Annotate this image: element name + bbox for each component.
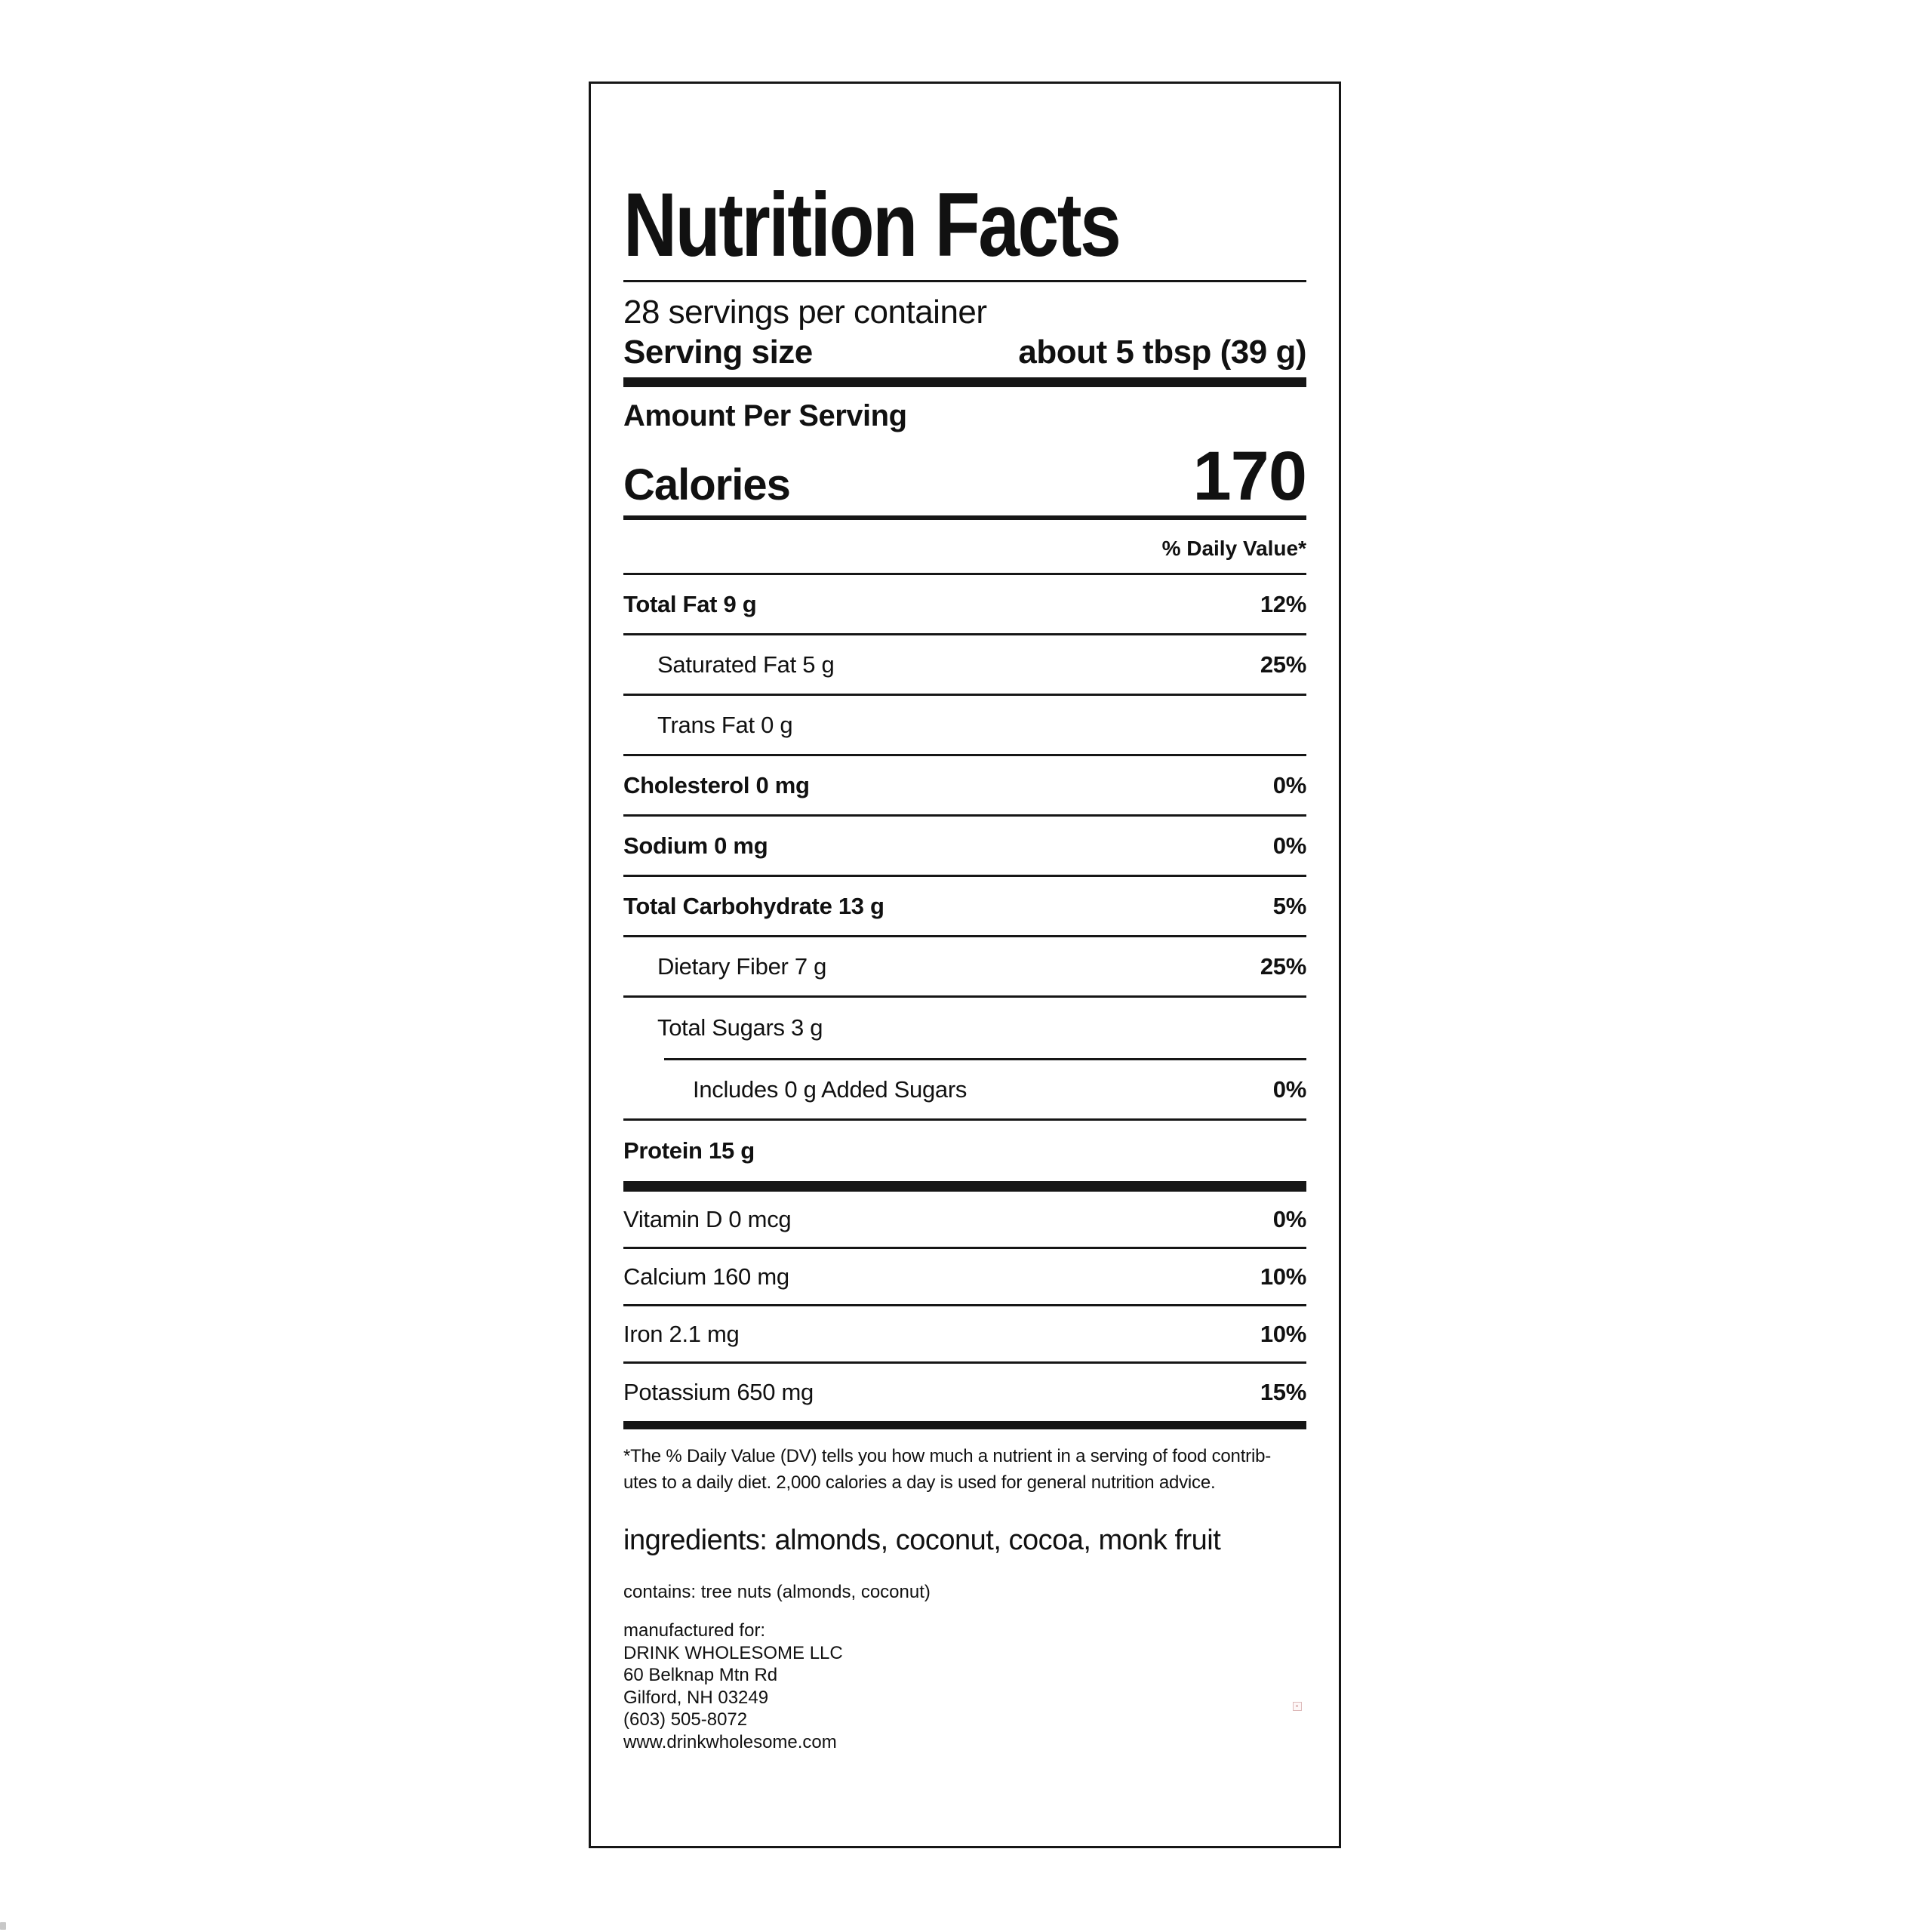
indented-divider: [664, 1058, 1306, 1060]
nutrient-name: Vitamin D 0 mcg: [623, 1205, 792, 1232]
row-dietary-fiber: Dietary Fiber 7 g 25%: [623, 937, 1306, 998]
daily-value-footnote: *The % Daily Value (DV) tells you how mu…: [623, 1443, 1306, 1496]
title-divider: [623, 280, 1306, 282]
row-saturated-fat: Saturated Fat 5 g 25%: [623, 635, 1306, 696]
nutrient-name: Cholesterol 0 mg: [623, 771, 810, 798]
allergen-statement: contains: tree nuts (almonds, coconut): [623, 1582, 931, 1602]
nutrient-name: Total Fat 9 g: [623, 590, 757, 617]
image-artifact-mark: [1293, 1702, 1302, 1711]
nutrient-pct: 12%: [1260, 590, 1306, 617]
manufacturer-city-state-zip: Gilford, NH 03249: [623, 1687, 769, 1708]
nutrient-name: Calcium 160 mg: [623, 1263, 789, 1290]
servings-per-container: 28 servings per container: [623, 294, 987, 331]
nutrient-pct: 25%: [1260, 651, 1306, 678]
row-sodium: Sodium 0 mg 0%: [623, 817, 1306, 877]
serving-size-value: about 5 tbsp (39 g): [1018, 334, 1306, 371]
manufactured-for-label: manufactured for:: [623, 1620, 766, 1641]
nutrient-name: Potassium 650 mg: [623, 1379, 814, 1405]
row-vitamin-d: Vitamin D 0 mcg 0%: [623, 1192, 1306, 1249]
nutrient-pct: 0%: [1272, 832, 1307, 859]
calories-label: Calories: [623, 460, 791, 509]
thick-divider-protein: [623, 1181, 1306, 1192]
nutrient-pct: 25%: [1260, 952, 1306, 980]
nutrient-name: Sodium 0 mg: [623, 832, 768, 859]
row-total-fat: Total Fat 9 g 12%: [623, 575, 1306, 635]
nutrient-pct: 10%: [1260, 1263, 1306, 1290]
row-added-sugars: Includes 0 g Added Sugars 0%: [623, 1060, 1306, 1121]
nutrient-pct: 5%: [1272, 892, 1307, 919]
row-total-carbohydrate: Total Carbohydrate 13 g 5%: [623, 877, 1306, 937]
manufacturer-name: DRINK WHOLESOME LLC: [623, 1642, 843, 1663]
nutrient-name: Iron 2.1 mg: [623, 1320, 740, 1347]
nutrient-name: Total Sugars 3 g: [657, 1014, 823, 1041]
footnote-line-2: utes to a daily diet. 2,000 calories a d…: [623, 1472, 1216, 1493]
row-protein: Protein 15 g: [623, 1121, 1306, 1181]
calories-value: 170: [1192, 438, 1307, 515]
row-calcium: Calcium 160 mg 10%: [623, 1249, 1306, 1306]
serving-size-label: Serving size: [623, 334, 813, 371]
manufacturer-phone: (603) 505-8072: [623, 1709, 748, 1730]
nutrition-facts-panel: Nutrition Facts 28 servings per containe…: [589, 82, 1341, 1848]
corner-speck: [0, 1922, 6, 1930]
row-trans-fat: Trans Fat 0 g: [623, 696, 1306, 756]
nutrient-pct: 15%: [1260, 1379, 1306, 1405]
nutrition-facts-title: Nutrition Facts: [623, 174, 1121, 275]
nutrient-name: Dietary Fiber 7 g: [657, 952, 827, 980]
nutrient-pct: 0%: [1272, 1075, 1307, 1103]
nutrient-pct: 0%: [1272, 1205, 1307, 1232]
nutrient-name: Includes 0 g Added Sugars: [693, 1075, 968, 1103]
manufacturer-street: 60 Belknap Mtn Rd: [623, 1665, 778, 1685]
nutrient-pct: 0%: [1272, 771, 1307, 798]
thick-divider-serving: [623, 377, 1306, 387]
medium-divider-calories: [623, 515, 1306, 520]
row-cholesterol: Cholesterol 0 mg 0%: [623, 756, 1306, 817]
manufacturer-website: www.drinkwholesome.com: [623, 1731, 837, 1752]
amount-per-serving-label: Amount Per Serving: [623, 399, 907, 432]
manufacturer-block: manufactured for: DRINK WHOLESOME LLC 60…: [623, 1620, 1306, 1753]
nutrient-name: Total Carbohydrate 13 g: [623, 892, 884, 919]
daily-value-header: % Daily Value*: [623, 520, 1306, 575]
row-total-sugars: Total Sugars 3 g: [623, 998, 1306, 1058]
thick-divider-minerals: [623, 1421, 1306, 1429]
serving-size-row: Serving size about 5 tbsp (39 g): [623, 332, 1306, 373]
nutrient-pct: 10%: [1260, 1320, 1306, 1347]
row-potassium: Potassium 650 mg 15%: [623, 1364, 1306, 1421]
ingredients-statement: ingredients: almonds, coconut, cocoa, mo…: [623, 1524, 1221, 1556]
calories-row: Calories 170: [623, 434, 1307, 515]
nutrient-name: Trans Fat 0 g: [657, 711, 793, 738]
nutrient-name: Saturated Fat 5 g: [657, 651, 835, 678]
footnote-line-1: *The % Daily Value (DV) tells you how mu…: [623, 1446, 1272, 1466]
nutrient-name: Protein 15 g: [623, 1137, 755, 1164]
row-iron: Iron 2.1 mg 10%: [623, 1306, 1306, 1364]
